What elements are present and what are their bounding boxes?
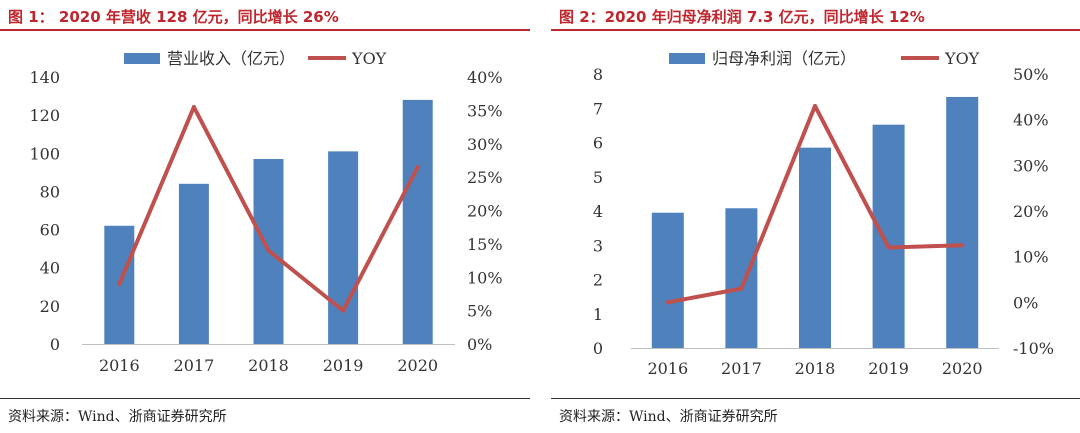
y2-axis-tick-label: 20% xyxy=(1013,202,1049,221)
y-axis-tick-label: 5 xyxy=(593,168,603,187)
y2-axis-tick-label: 30% xyxy=(467,135,503,154)
y-axis-tick-label: 100 xyxy=(29,144,60,163)
x-axis-tick-label: 2016 xyxy=(99,356,140,375)
x-axis-tick-label: 2019 xyxy=(868,359,909,378)
title-divider xyxy=(0,29,530,31)
net-profit-chart: 0 1 2 3 4 5 6 7 8 -10% 0% 10% 20% 30% 40% 50% 2016 2017 20… xyxy=(593,49,1054,378)
bar-2020 xyxy=(946,96,979,348)
bar-2019 xyxy=(872,124,905,348)
source-divider xyxy=(551,398,1080,399)
figure-title: 图 1： 2020 年营收 128 亿元，同比增长 26% xyxy=(8,8,339,26)
y-axis-tick-label: 80 xyxy=(40,182,60,201)
y-axis-tick-label: 0 xyxy=(593,339,603,358)
y-axis-tick-label: 4 xyxy=(593,202,603,221)
y-axis-tick-label: 40 xyxy=(40,259,60,278)
y-axis-tick-label: 7 xyxy=(593,99,603,118)
source-divider xyxy=(0,398,530,399)
legend-label-bar: 归母净利润（亿元） xyxy=(712,49,856,68)
legend-swatch-bar xyxy=(124,53,160,64)
figure-panel-net-profit: 图 2：2020 年归母净利润 7.3 亿元，同比增长 12% 0 1 2 3 4 5 6 7… xyxy=(551,0,1080,433)
x-axis-tick-label: 2020 xyxy=(942,359,983,378)
y-axis-tick-label: 8 xyxy=(593,65,603,84)
figure-panel-revenue: 图 1： 2020 年营收 128 亿元，同比增长 26% 0 20 40 60 80 1… xyxy=(0,0,530,433)
y2-axis-tick-label: 40% xyxy=(467,68,503,87)
x-axis-tick-label: 2017 xyxy=(721,359,762,378)
legend-label-line: YOY xyxy=(944,49,980,68)
y2-axis-tick-label: 5% xyxy=(467,302,492,321)
y-axis-tick-label: 60 xyxy=(40,221,60,240)
y2-axis-tick-label: 50% xyxy=(1013,65,1049,84)
yoy-point-2019 xyxy=(886,245,891,250)
yoy-point-2016 xyxy=(665,300,670,305)
legend-label-bar: 营业收入（亿元） xyxy=(167,49,295,68)
y-axis-tick-label: 0 xyxy=(50,335,60,354)
yoy-point-2020 xyxy=(960,243,965,248)
bar-2017 xyxy=(178,183,209,344)
x-axis-tick-label: 2018 xyxy=(795,359,836,378)
y-axis-tick-label: 20 xyxy=(40,297,60,316)
y2-axis-tick-label: 10% xyxy=(467,268,503,287)
y-axis-tick-label: 120 xyxy=(29,106,60,125)
x-axis-tick-label: 2020 xyxy=(397,356,438,375)
title-divider xyxy=(551,29,1080,31)
source-note: 资料来源：Wind、浙商证券研究所 xyxy=(559,409,778,425)
y-axis-tick-label: 1 xyxy=(593,305,603,324)
y2-axis-tick-label: 30% xyxy=(1013,156,1049,175)
bar-2018 xyxy=(799,147,831,348)
y2-axis-tick-label: 35% xyxy=(467,101,503,120)
y-axis-tick-label: 6 xyxy=(593,134,603,153)
y2-axis-tick-label: 25% xyxy=(467,168,503,187)
y2-axis-tick-label: -10% xyxy=(1013,339,1054,358)
bar-2019 xyxy=(328,151,359,344)
source-note: 资料来源：Wind、浙商证券研究所 xyxy=(8,409,227,425)
y-axis-tick-label: 140 xyxy=(29,68,60,87)
x-axis-tick-label: 2016 xyxy=(647,359,688,378)
x-axis-tick-label: 2018 xyxy=(248,356,289,375)
y-axis-tick-label: 3 xyxy=(593,236,603,255)
yoy-point-2016 xyxy=(117,281,122,286)
y2-axis-tick-label: 15% xyxy=(467,235,503,254)
x-axis-tick-label: 2017 xyxy=(174,356,215,375)
y-axis-tick-label: 2 xyxy=(593,271,603,290)
bar-2017 xyxy=(725,208,758,348)
yoy-point-2017 xyxy=(191,105,196,110)
x-axis-tick-label: 2019 xyxy=(323,356,364,375)
y2-axis-tick-label: 0% xyxy=(467,335,492,354)
y2-axis-tick-label: 0% xyxy=(1013,293,1038,312)
yoy-point-2017 xyxy=(739,286,744,291)
revenue-chart: 0 20 40 60 80 100 120 140 0% 5% 10% 15% 20% 25% 30% 35%… xyxy=(29,49,503,375)
legend-label-line: YOY xyxy=(351,49,387,68)
y2-axis-tick-label: 40% xyxy=(1013,111,1049,130)
y2-axis-tick-label: 10% xyxy=(1013,248,1049,267)
yoy-point-2018 xyxy=(813,103,817,108)
yoy-point-2018 xyxy=(266,248,271,253)
yoy-point-2019 xyxy=(341,308,346,313)
y2-axis-tick-label: 20% xyxy=(467,202,503,221)
yoy-point-2020 xyxy=(415,165,420,170)
legend-swatch-bar xyxy=(669,53,705,64)
bar-2016 xyxy=(651,212,684,348)
figure-title: 图 2：2020 年归母净利润 7.3 亿元，同比增长 12% xyxy=(559,8,925,26)
bar-2020 xyxy=(402,99,433,344)
